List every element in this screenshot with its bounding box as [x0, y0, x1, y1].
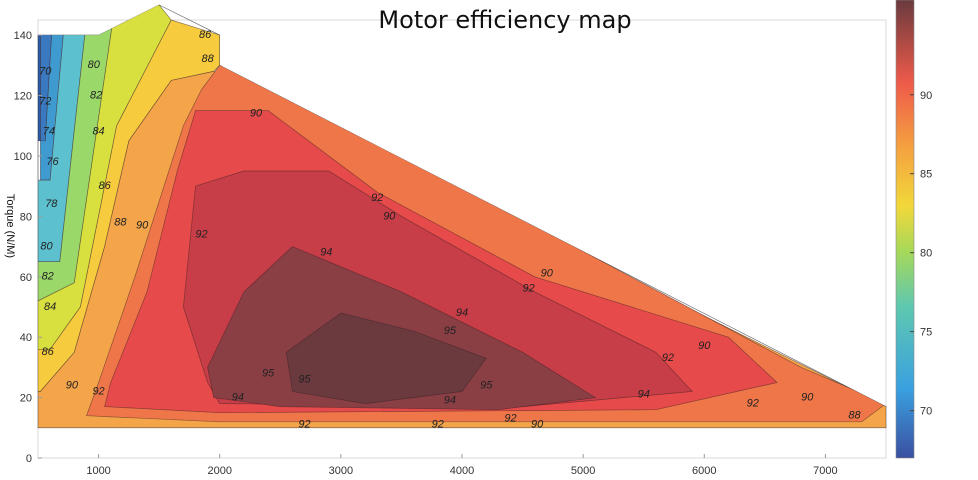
- contour-label: 74: [43, 126, 55, 138]
- colorbar-gradient: [895, 0, 915, 459]
- y-tick-label: 60: [20, 272, 32, 284]
- colorbar-tick-label: 70: [920, 406, 932, 418]
- contour-label: 90: [801, 391, 814, 403]
- contour-label: 90: [250, 108, 263, 120]
- contour-region-70: [38, 19, 41, 142]
- y-tick-label: 140: [14, 30, 32, 42]
- contour-label: 88: [114, 216, 127, 228]
- y-tick-label: 0: [26, 453, 32, 465]
- contour-label: 90: [698, 340, 711, 352]
- x-tick-label: 3000: [329, 465, 353, 477]
- y-tick-label: 20: [20, 393, 32, 405]
- contour-label: 92: [195, 228, 207, 240]
- colorbar-tick-label: 85: [920, 169, 932, 181]
- x-tick-label: 4000: [450, 465, 474, 477]
- contour-label: 70: [39, 65, 52, 77]
- contour-label: 92: [662, 352, 674, 364]
- contour-label: 84: [92, 126, 104, 138]
- x-tick-label: 5000: [571, 465, 595, 477]
- contour-region-96: [285, 312, 487, 404]
- contour-label: 92: [298, 419, 310, 431]
- contour-label: 76: [46, 156, 59, 168]
- chart-title: Motor efficiency map: [378, 6, 632, 34]
- colorbar-tick-label: 75: [920, 327, 932, 339]
- contour-label: 90: [383, 210, 396, 222]
- contour-label: 94: [638, 388, 650, 400]
- x-tick-label: 1000: [86, 465, 110, 477]
- contour-label: 86: [42, 346, 55, 358]
- y-tick-label: 100: [14, 151, 32, 163]
- contour-label: 94: [444, 395, 456, 407]
- contour-label: 92: [523, 283, 535, 295]
- contour-label: 95: [444, 325, 457, 337]
- contour-label: 90: [541, 268, 554, 280]
- y-tick-label: 80: [20, 211, 32, 223]
- y-tick-label: 120: [14, 91, 32, 103]
- colorbar: 70 75 80 85 90: [895, 0, 932, 459]
- colorbar-tick-label: 90: [920, 90, 932, 102]
- contour-labels: 70 72 74 76 78 80 80 82 82 84 84 86 86 86 88 88 88 90 90 90…: [39, 29, 861, 431]
- axis-ticks: 1000 2000 3000 4000 5000 6000 7000 0 20 40 60 80 100…: [14, 30, 838, 477]
- contour-label: 88: [848, 410, 861, 422]
- x-tick-label: 2000: [207, 465, 231, 477]
- contour-label: 72: [39, 95, 51, 107]
- contour-label: 95: [262, 367, 275, 379]
- x-tick-label: 6000: [692, 465, 716, 477]
- contour-label: 95: [480, 379, 493, 391]
- contour-label: 90: [136, 219, 149, 231]
- contour-label: 94: [456, 307, 468, 319]
- y-axis-label: Torque (N/M): [4, 193, 16, 259]
- contour-label: 80: [40, 240, 53, 252]
- contour-label: 92: [747, 398, 759, 410]
- contour-label: 92: [432, 419, 444, 431]
- contour-label: 84: [44, 301, 56, 313]
- contour-label: 92: [92, 385, 104, 397]
- contour-label: 82: [90, 89, 102, 101]
- colorbar-tick-label: 80: [920, 248, 932, 260]
- contour-label: 82: [42, 271, 54, 283]
- y-tick-label: 40: [20, 332, 32, 344]
- x-tick-label: 7000: [813, 465, 837, 477]
- contour-label: 92: [504, 413, 516, 425]
- contour-label: 90: [66, 379, 79, 391]
- contour-label: 80: [88, 59, 101, 71]
- contour-label: 78: [45, 198, 58, 210]
- contour-label: 90: [531, 419, 544, 431]
- contour-label: 86: [199, 29, 212, 41]
- contour-regions: [38, 4, 886, 428]
- contour-label: 95: [298, 373, 311, 385]
- contour-label: 92: [371, 192, 383, 204]
- contour-label: 94: [320, 246, 332, 258]
- contour-label: 88: [201, 53, 214, 65]
- contour-label: 86: [99, 180, 112, 192]
- contour-label: 94: [232, 391, 244, 403]
